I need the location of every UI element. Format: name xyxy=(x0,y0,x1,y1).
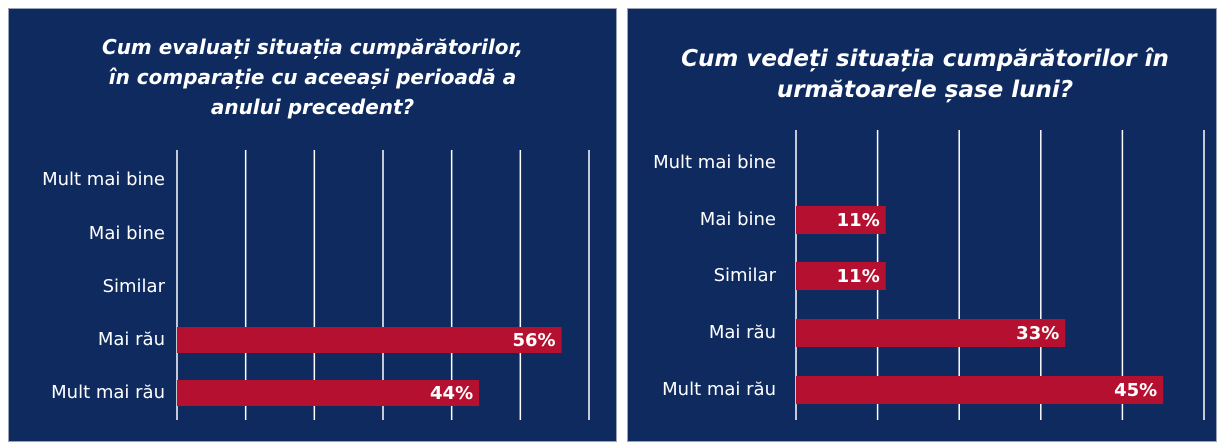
chart-title: Cum vedeți situația cumpărătorilor în ur… xyxy=(681,46,1169,103)
data-label: 11% xyxy=(837,210,880,231)
y-tick-label: Mai rău xyxy=(98,329,165,350)
bar xyxy=(796,319,1066,347)
y-tick-label: Mult mai rău xyxy=(51,382,165,403)
bar xyxy=(177,380,480,406)
panel xyxy=(627,8,1217,442)
bar xyxy=(796,376,1164,404)
y-tick-label: Mai bine xyxy=(89,223,165,244)
y-tick-label: Mult mai rău xyxy=(662,379,776,400)
y-tick-label: Mult mai bine xyxy=(42,169,165,190)
bar xyxy=(796,262,886,290)
y-tick-label: Mai bine xyxy=(700,209,776,230)
data-label: 44% xyxy=(430,383,473,404)
data-label: 11% xyxy=(837,266,880,287)
data-label: 45% xyxy=(1114,380,1157,401)
bar xyxy=(177,327,562,353)
y-tick-label: Similar xyxy=(103,276,166,297)
data-label: 33% xyxy=(1016,323,1059,344)
y-tick-label: Mai rău xyxy=(709,322,776,343)
panel xyxy=(8,8,617,442)
bar xyxy=(796,206,886,234)
y-tick-label: Similar xyxy=(714,265,777,286)
y-tick-label: Mult mai bine xyxy=(653,152,776,173)
chart-title: Cum evaluați situația cumpărătorilor, în… xyxy=(102,35,523,119)
data-label: 56% xyxy=(512,330,555,351)
